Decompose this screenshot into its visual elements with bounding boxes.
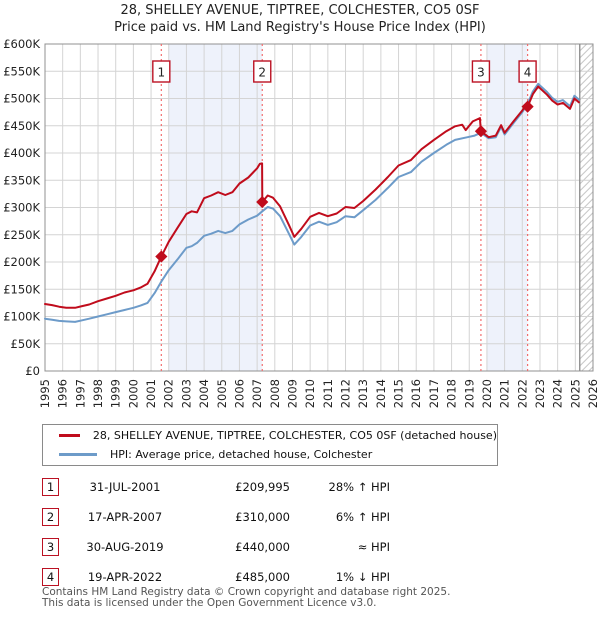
legend-item-property: 28, SHELLEY AVENUE, TIPTREE, COLCHESTER,… [43, 428, 497, 444]
svg-text:1996: 1996 [56, 379, 70, 408]
sale-number-badge: 1 [42, 478, 59, 496]
svg-text:2013: 2013 [356, 379, 370, 408]
sale-number-text-2: 2 [258, 66, 266, 80]
sale-hpi-delta: 28% ↑ HPI [328, 480, 390, 494]
svg-text:2022: 2022 [515, 379, 529, 408]
sale-number-text-1: 1 [157, 66, 165, 80]
price-history-chart: £0 £50K £100K £150K £200K £250K £300K £350K £400… [3, 37, 600, 408]
sale-number-box-4 [518, 60, 537, 83]
y-axis-tick-labels: £0 £50K £100K £150K £200K £250K £300K £350K £400… [3, 37, 40, 378]
sale-row-2: 2 17-APR-2007 £310,000 6% ↑ HPI [42, 502, 562, 532]
svg-text:2007: 2007 [250, 379, 264, 408]
sale-hpi-delta: 1% ↓ HPI [335, 570, 390, 584]
svg-text:£500K: £500K [3, 92, 40, 106]
sale-hpi-delta: ≈ HPI [357, 540, 390, 554]
sale-point-marker-1 [155, 250, 168, 263]
svg-text:1995: 1995 [38, 379, 52, 408]
sale-date: 17-APR-2007 [87, 510, 163, 524]
sale-date: 19-APR-2022 [87, 570, 163, 584]
legend-item-hpi: HPI: Average price, detached house, Colc… [43, 447, 497, 463]
svg-text:2015: 2015 [392, 379, 406, 408]
sale-point-marker-3 [474, 125, 488, 138]
svg-text:£350K: £350K [3, 173, 40, 187]
svg-text:1998: 1998 [91, 379, 105, 408]
sale-row-4: 4 19-APR-2022 £485,000 1% ↓ HPI [42, 562, 562, 592]
plot-frame [44, 43, 594, 372]
legend-property-label: 28, SHELLEY AVENUE, TIPTREE, COLCHESTER,… [92, 429, 497, 442]
sale-number-badge: 2 [42, 508, 59, 526]
licence-line-1: Contains HM Land Registry data © Crown c… [42, 586, 451, 598]
sale-number-text-4: 4 [524, 66, 532, 80]
chart-legend: 28, SHELLEY AVENUE, TIPTREE, COLCHESTER,… [42, 424, 498, 466]
svg-text:£450K: £450K [3, 119, 40, 133]
svg-text:£400K: £400K [3, 146, 40, 160]
sale-number-badge: 3 [42, 538, 59, 556]
svg-text:2017: 2017 [427, 379, 441, 408]
sale-number-text-3: 3 [477, 66, 485, 80]
svg-text:2012: 2012 [339, 379, 353, 408]
svg-text:2019: 2019 [462, 379, 476, 408]
sale-number-box-1 [152, 60, 171, 83]
svg-text:2008: 2008 [268, 379, 282, 408]
property-line-swatch [59, 434, 80, 437]
svg-text:£100K: £100K [3, 310, 40, 324]
property-price-line [44, 85, 580, 309]
svg-text:2010: 2010 [303, 379, 317, 408]
page-title: 28, SHELLEY AVENUE, TIPTREE, COLCHESTER,… [120, 3, 480, 18]
svg-text:2006: 2006 [232, 379, 246, 408]
svg-text:1997: 1997 [73, 379, 87, 408]
svg-text:2001: 2001 [144, 379, 158, 408]
svg-text:2011: 2011 [321, 379, 335, 408]
sale-price: £310,000 [235, 510, 290, 524]
svg-text:£200K: £200K [3, 255, 40, 269]
svg-text:£0: £0 [25, 364, 40, 378]
sale-price: £485,000 [235, 570, 290, 584]
svg-text:2021: 2021 [498, 379, 512, 408]
svg-text:2014: 2014 [374, 379, 388, 408]
sale-hpi-delta: 6% ↑ HPI [335, 510, 390, 524]
sale-number-badge: 4 [42, 568, 59, 586]
svg-text:2024: 2024 [551, 379, 565, 408]
svg-text:2025: 2025 [568, 379, 582, 408]
sale-date: 30-AUG-2019 [86, 540, 164, 554]
svg-text:2023: 2023 [533, 379, 547, 408]
svg-text:£250K: £250K [3, 228, 40, 242]
svg-text:2003: 2003 [179, 379, 193, 408]
sale-row-3: 3 30-AUG-2019 £440,000 ≈ HPI [42, 532, 562, 562]
sale-number-box-2 [253, 60, 272, 83]
hpi-average-line [44, 82, 580, 323]
x-axis-tick-labels: 1995 1996 1997 1998 1999 2000 2001 2002 2003 2004… [38, 379, 600, 408]
legend-hpi-label: HPI: Average price, detached house, Colc… [110, 448, 373, 461]
svg-text:2004: 2004 [197, 379, 211, 408]
page-subtitle: Price paid vs. HM Land Registry's House … [114, 20, 486, 35]
svg-text:£150K: £150K [3, 282, 40, 296]
svg-text:2020: 2020 [480, 379, 494, 408]
hpi-line-swatch [59, 453, 97, 456]
svg-text:£550K: £550K [3, 64, 40, 78]
licence-line-2: This data is licensed under the Open Gov… [42, 597, 377, 609]
svg-text:2005: 2005 [215, 379, 229, 408]
svg-text:1999: 1999 [109, 379, 123, 408]
svg-text:£600K: £600K [3, 37, 40, 51]
svg-text:2016: 2016 [409, 379, 423, 408]
svg-text:2018: 2018 [445, 379, 459, 408]
sale-price: £209,995 [235, 480, 290, 494]
sale-point-marker-2 [256, 195, 269, 209]
svg-text:2009: 2009 [285, 379, 299, 408]
svg-text:£300K: £300K [3, 201, 40, 215]
svg-text:2026: 2026 [586, 379, 600, 408]
grid [44, 43, 594, 372]
svg-text:£50K: £50K [11, 337, 41, 351]
sale-date: 31-JUL-2001 [89, 480, 161, 494]
sale-row-1: 1 31-JUL-2001 £209,995 28% ↑ HPI [42, 472, 562, 502]
svg-text:2002: 2002 [162, 379, 176, 408]
svg-text:2000: 2000 [126, 379, 140, 408]
sale-number-box-3 [471, 60, 491, 83]
sale-price: £440,000 [235, 540, 290, 554]
